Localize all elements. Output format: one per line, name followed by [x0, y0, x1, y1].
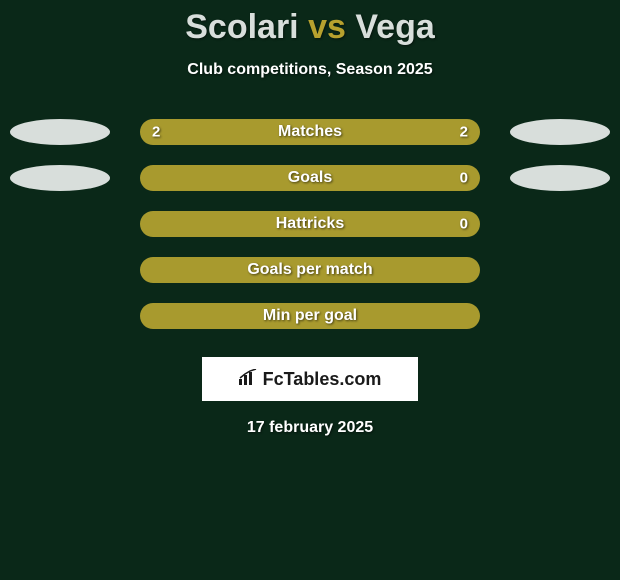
stat-value-right: 0 — [460, 170, 468, 187]
stat-value-right: 0 — [460, 216, 468, 233]
chart-icon — [239, 369, 259, 390]
stat-row: Goals per match — [0, 257, 620, 303]
brand-label: FcTables.com — [263, 369, 382, 390]
stat-label: Goals per match — [247, 261, 372, 279]
player-right-marker — [510, 119, 610, 145]
brand-box: FcTables.com — [202, 357, 418, 401]
stat-bar: 0 Hattricks — [140, 211, 480, 237]
subtitle: Club competitions, Season 2025 — [0, 61, 620, 79]
stat-value-right: 2 — [460, 124, 468, 141]
stat-value-left: 2 — [152, 124, 160, 141]
stat-label: Goals — [288, 169, 332, 187]
stat-label: Matches — [278, 123, 342, 141]
stat-bar: Min per goal — [140, 303, 480, 329]
player-left-marker — [10, 119, 110, 145]
title-vs: vs — [308, 8, 346, 46]
stat-label: Min per goal — [263, 307, 357, 325]
stat-row: 0 Goals — [0, 165, 620, 211]
stat-row: 2 2 Matches — [0, 119, 620, 165]
title-player2: Vega — [355, 8, 434, 46]
page-title: Scolari vs Vega — [0, 8, 620, 47]
stat-bar: 0 Goals — [140, 165, 480, 191]
stat-bar: 2 2 Matches — [140, 119, 480, 145]
date-text: 17 february 2025 — [0, 419, 620, 437]
stat-row: Min per goal — [0, 303, 620, 349]
stats-area: 2 2 Matches 0 Goals 0 Hattricks Goals per match… — [0, 119, 620, 349]
player-right-marker — [510, 165, 610, 191]
brand-text: FcTables.com — [239, 369, 382, 390]
stat-row: 0 Hattricks — [0, 211, 620, 257]
comparison-infographic: Scolari vs Vega Club competitions, Seaso… — [0, 0, 620, 437]
title-player1: Scolari — [185, 8, 298, 46]
player-left-marker — [10, 165, 110, 191]
stat-label: Hattricks — [276, 215, 344, 233]
stat-bar: Goals per match — [140, 257, 480, 283]
